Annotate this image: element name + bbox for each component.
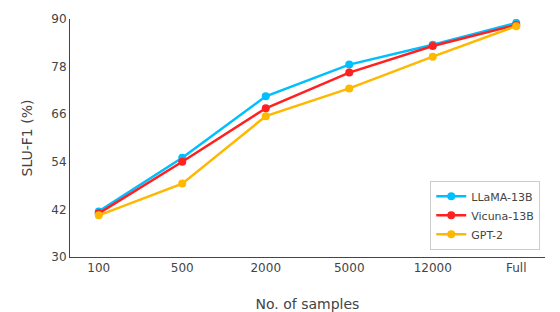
svg-text:5000: 5000 [334, 261, 365, 275]
svg-text:54: 54 [51, 155, 66, 169]
svg-text:SLU-F1 (%): SLU-F1 (%) [19, 100, 35, 177]
svg-text:GPT-2: GPT-2 [471, 229, 503, 242]
svg-text:No. of samples: No. of samples [256, 296, 360, 312]
svg-text:30: 30 [51, 250, 66, 264]
svg-text:90: 90 [51, 12, 66, 26]
svg-text:500: 500 [171, 261, 194, 275]
svg-text:78: 78 [51, 60, 66, 74]
svg-text:Vicuna-13B: Vicuna-13B [471, 210, 534, 223]
svg-text:12000: 12000 [414, 261, 452, 275]
svg-text:100: 100 [87, 261, 110, 275]
svg-text:42: 42 [51, 203, 66, 217]
svg-text:LLaMA-13B: LLaMA-13B [471, 191, 532, 204]
svg-text:66: 66 [51, 107, 66, 121]
svg-text:Full: Full [506, 261, 527, 275]
svg-text:2000: 2000 [250, 261, 281, 275]
